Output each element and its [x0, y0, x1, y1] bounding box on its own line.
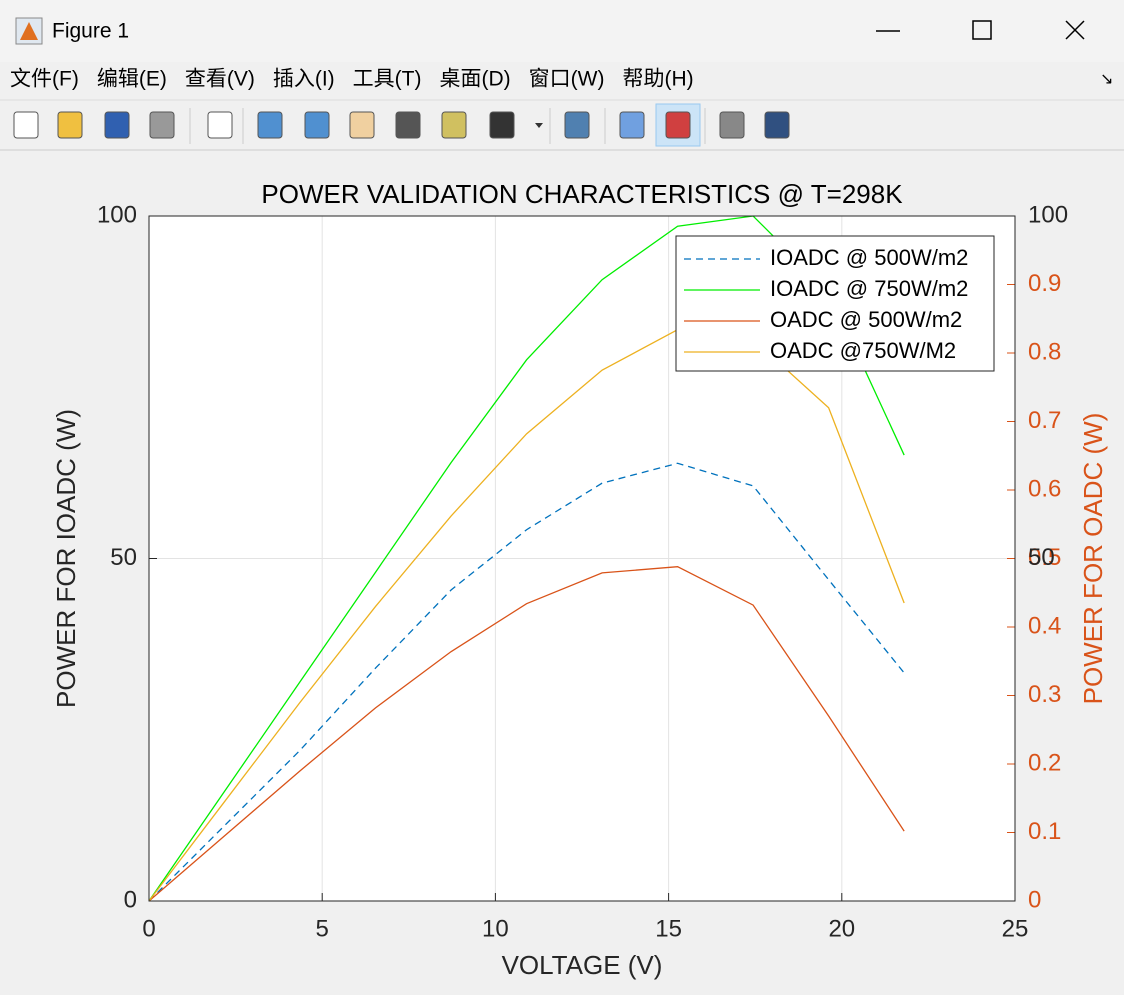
y-tick-label: 100	[97, 201, 137, 228]
toolbar	[13, 103, 790, 147]
x-axis-label: VOLTAGE (V)	[502, 950, 663, 980]
menu-item[interactable]: 文件(F)	[10, 68, 79, 91]
y2-tick-label: 0.6	[1028, 475, 1061, 502]
toolbar-button[interactable]	[349, 111, 375, 139]
x-tick-label: 25	[1002, 915, 1029, 942]
y2-tick-label: 0	[1028, 886, 1041, 913]
y-tick-label: 0	[124, 886, 137, 913]
toolbar-button[interactable]	[441, 111, 467, 139]
x-tick-label: 10	[482, 915, 509, 942]
axes-box	[148, 215, 1016, 902]
menu-item[interactable]: 查看(V)	[185, 68, 255, 91]
toolbar-button[interactable]	[13, 111, 39, 139]
toolbar-button[interactable]	[149, 111, 175, 139]
toolbar-button[interactable]	[665, 111, 691, 139]
plot: 0 5 10 15 20 2505010000.10.20.30.40.50.60.70.…	[51, 179, 1108, 980]
series-line	[148, 462, 905, 902]
legend: IOADC @ 500W/m2 IOADC @ 750W/m2 OADC @ 500…	[675, 235, 995, 372]
y-axis-label: POWER FOR IOADC (W)	[51, 409, 81, 708]
x-tick-label: 20	[828, 915, 855, 942]
y2-tick-label: 0.2	[1028, 749, 1061, 776]
y2-tick-label: 0.3	[1028, 681, 1061, 708]
legend-label: OADC @750W/M2	[770, 338, 956, 363]
legend-label: OADC @ 500W/m2	[770, 307, 962, 332]
toolbar-button[interactable]	[207, 111, 233, 139]
maximize-button[interactable]	[972, 20, 992, 40]
toolbar-button[interactable]	[564, 111, 590, 139]
y2-tick-label: 0.9	[1028, 270, 1061, 297]
toolbar-button[interactable]	[304, 111, 330, 139]
close-button[interactable]	[1065, 20, 1085, 40]
menu-item[interactable]: 窗口(W)	[529, 68, 605, 91]
title-bar	[0, 0, 1124, 62]
toolbar-button[interactable]	[104, 111, 130, 139]
toolbar-button[interactable]	[395, 111, 421, 139]
menu-item[interactable]: 编辑(E)	[97, 68, 167, 91]
y2-axis-label: POWER FOR OADC (W)	[1078, 413, 1108, 705]
menu-item[interactable]: 插入(I)	[273, 68, 335, 91]
right-tick-label: 100	[1028, 201, 1068, 228]
toolbar-button[interactable]	[764, 111, 790, 139]
y2-tick-label: 0.8	[1028, 338, 1061, 365]
menu-item[interactable]: 工具(T)	[353, 68, 422, 91]
y2-tick-label: 0.4	[1028, 612, 1061, 639]
y-tick-label: 50	[110, 544, 137, 571]
legend-label: IOADC @ 500W/m2	[770, 245, 968, 270]
x-tick-label: 15	[655, 915, 682, 942]
toolbar-button[interactable]	[619, 111, 645, 139]
menu-item[interactable]: 桌面(D)	[439, 68, 510, 91]
menu-arrow: ↘	[1100, 71, 1113, 88]
chart-title: POWER VALIDATION CHARACTERISTICS @ T=298…	[261, 179, 903, 209]
app-icon-mark	[20, 22, 38, 40]
menu-bar: 文件(F) 编辑(E) 查看(V) 插入(I) 工具(T) 桌面(D) 窗口(W) 帮助(H)	[10, 68, 694, 91]
toolbar-button[interactable]	[257, 111, 283, 139]
legend-label: IOADC @ 750W/m2	[770, 276, 968, 301]
window-title: Figure 1	[52, 20, 129, 43]
y2-tick-label: 0.7	[1028, 407, 1061, 434]
y2-tick-label: 0.1	[1028, 818, 1061, 845]
x-tick-label: 0	[142, 915, 155, 942]
right-tick-label: 50	[1028, 544, 1055, 571]
x-tick-label: 5	[316, 915, 329, 942]
toolbar-dropdown[interactable]	[535, 123, 543, 128]
y2-tick-label: 0.5	[1028, 544, 1061, 571]
series-line	[148, 566, 905, 902]
toolbar-button[interactable]	[719, 111, 745, 139]
menu-item[interactable]: 帮助(H)	[622, 68, 693, 91]
toolbar-button[interactable]	[489, 111, 515, 139]
legend-box	[675, 235, 995, 372]
toolbar-button[interactable]	[57, 111, 83, 139]
